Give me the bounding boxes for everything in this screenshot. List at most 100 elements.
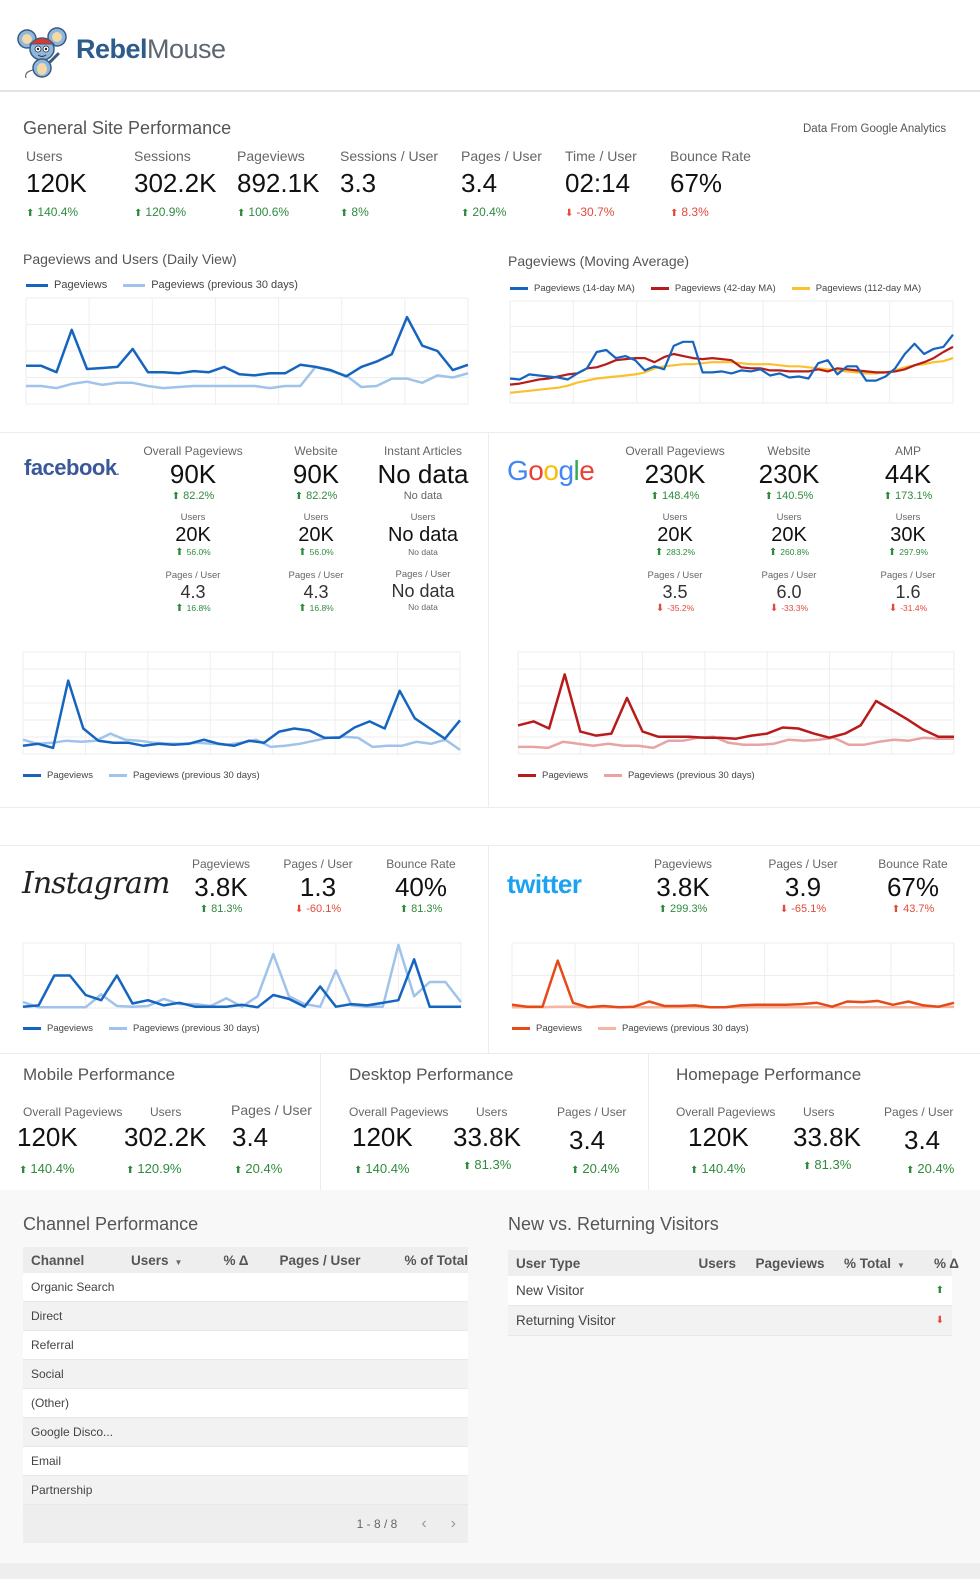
kpi-value: 3.3 xyxy=(340,168,377,198)
divider xyxy=(488,432,489,807)
pages-per-user-label: Pages / User xyxy=(647,570,703,581)
channel-name: Direct xyxy=(31,1309,63,1323)
legend-swatch xyxy=(650,287,669,290)
table-row[interactable]: Google Disco... xyxy=(23,1418,468,1447)
arrow-down-icon: ⬇ xyxy=(294,904,304,915)
series-line-pageviews[interactable] xyxy=(511,959,955,1009)
metric-label: AMP xyxy=(894,444,921,458)
kpi-value: 302.2K xyxy=(134,168,217,198)
header: RebelMouse xyxy=(0,0,980,92)
delta-badge: ⬆ 140.4% xyxy=(19,1161,75,1176)
table-header: User Type Users Pageviews % Total ▼ % Δ xyxy=(508,1250,959,1276)
table-row[interactable]: Partnership xyxy=(23,1476,468,1505)
delta-badge: ⬆ 56.0% xyxy=(298,547,334,558)
google-column: AMP 44K ⬆ 173.1% Users 30K ⬆ 297.9% Pages / User… xyxy=(848,444,968,614)
column-header[interactable]: % Total ▼ xyxy=(844,1255,905,1271)
legend-item-14day: Pageviews (14-day MA) xyxy=(510,283,635,294)
column-header[interactable]: Users xyxy=(698,1255,736,1271)
series-line-pageviews-previous-30-days[interactable] xyxy=(22,732,461,751)
table-row[interactable]: Social xyxy=(23,1360,468,1389)
series-line-pageviews[interactable] xyxy=(22,679,461,750)
next-page-button[interactable]: › xyxy=(450,1515,456,1532)
delta-badge: ⬇ -60.1% xyxy=(294,903,342,915)
series-line-pageviews[interactable] xyxy=(26,315,469,378)
kpi-label: Overall Pageviews xyxy=(676,1105,776,1119)
divider xyxy=(0,432,980,433)
table-row[interactable]: Organic Search xyxy=(23,1273,468,1302)
instagram-pageviews-chart[interactable] xyxy=(22,942,462,1009)
prev-page-button[interactable]: ‹ xyxy=(421,1515,427,1532)
series-line-pageviews[interactable] xyxy=(22,958,461,1009)
daily-chart-title: Pageviews and Users (Daily View) xyxy=(23,251,237,267)
arrow-up-icon: ⬆ xyxy=(670,208,679,219)
table-row[interactable]: New Visitor ⬆ xyxy=(508,1276,952,1306)
series-line-pageviews-previous-30-days[interactable] xyxy=(22,943,462,1009)
legend-swatch xyxy=(108,774,127,777)
legend-item-pageviews: Pageviews xyxy=(512,1023,582,1034)
delta-badge: ⬆ 82.2% xyxy=(294,490,338,502)
metric-label: Bounce Rate xyxy=(386,857,456,871)
column-header[interactable]: Channel xyxy=(31,1252,85,1268)
series-line-pageviews-42-day-ma[interactable] xyxy=(509,345,954,386)
facebook-column: Website 90K ⬆ 82.2% Users 20K ⬆ 56.0% Pages / Us… xyxy=(256,444,376,614)
channel-performance-title: Channel Performance xyxy=(23,1214,199,1234)
arrow-up-icon: ⬆ xyxy=(19,1165,28,1176)
instagram-kpi: Pageviews 3.8K ⬆ 81.3% xyxy=(161,857,281,915)
legend-swatch xyxy=(23,1027,41,1030)
column-header[interactable]: % Δ xyxy=(223,1252,249,1268)
instagram-chart-legend: Pageviews Pageviews (previous 30 days) xyxy=(23,1023,276,1034)
legend-item-pageviews-prev: Pageviews (previous 30 days) xyxy=(108,1023,260,1034)
kpi-sessions-user: Sessions / User 3.3 ⬆ 8% xyxy=(340,148,438,219)
table-row[interactable]: Referral xyxy=(23,1331,468,1360)
twitter-chart-legend: Pageviews Pageviews (previous 30 days) xyxy=(512,1023,765,1034)
arrow-up-icon: ⬆ xyxy=(26,208,35,219)
column-header[interactable]: Users ▼ xyxy=(131,1252,183,1268)
kpi-label: Pageviews xyxy=(237,148,305,164)
legend-item-pageviews-prev: Pageviews (previous 30 days) xyxy=(597,1023,749,1034)
divider xyxy=(320,1053,321,1190)
series-line-pageviews[interactable] xyxy=(517,673,954,740)
delta-badge: ⬆ 20.4% xyxy=(234,1161,283,1176)
kpi-label: Users xyxy=(150,1105,182,1119)
divider xyxy=(488,845,489,1053)
column-header[interactable]: User Type xyxy=(516,1255,581,1271)
legend-swatch xyxy=(108,1027,127,1030)
metric-label: Website xyxy=(294,444,338,458)
arrow-up-icon: ⬆ xyxy=(803,1161,812,1172)
arrow-up-icon: ⬆ xyxy=(199,904,209,915)
delta-badge: ⬆ 16.8% xyxy=(298,603,334,614)
daily-pageviews-chart[interactable] xyxy=(25,297,469,405)
series-line-pageviews-previous-30-days[interactable] xyxy=(26,365,469,390)
metric-value: 67% xyxy=(886,872,940,902)
channel-name: Organic Search xyxy=(31,1280,115,1294)
table-row[interactable]: Returning Visitor ⬇ xyxy=(508,1306,952,1336)
delta-badge: ⬇ -33.3% xyxy=(769,603,809,614)
table-row[interactable]: Email xyxy=(23,1447,468,1476)
column-header[interactable]: Pages / User xyxy=(279,1252,361,1268)
sort-desc-icon: ▼ xyxy=(174,1257,183,1267)
kpi-value: 120K xyxy=(17,1122,78,1152)
series-line-pageviews-14-day-ma[interactable] xyxy=(509,334,954,382)
twitter-pageviews-chart[interactable] xyxy=(511,942,955,1009)
arrow-down-icon: ⬇ xyxy=(565,208,574,219)
metric-label: Website xyxy=(767,444,811,458)
column-header[interactable]: Pageviews xyxy=(755,1255,825,1271)
table-row[interactable]: (Other) xyxy=(23,1389,468,1418)
kpi-label: Pages / User xyxy=(884,1105,954,1119)
channel-name: (Other) xyxy=(31,1396,70,1410)
kpi-value: 892.1K xyxy=(237,168,320,198)
moving-average-chart[interactable] xyxy=(509,300,954,404)
facebook-pageviews-chart[interactable] xyxy=(22,651,461,755)
legend-item-42day: Pageviews (42-day MA) xyxy=(650,283,776,294)
column-header[interactable]: % Δ xyxy=(934,1255,959,1271)
legend-swatch xyxy=(23,774,41,777)
desktop-performance-title: Desktop Performance xyxy=(349,1065,514,1084)
users-label: Users xyxy=(776,512,802,523)
kpi-label: Users xyxy=(803,1105,835,1119)
metric-value: 1.3 xyxy=(299,872,337,902)
table-row[interactable]: Direct xyxy=(23,1302,468,1331)
google-pageviews-chart[interactable] xyxy=(517,651,955,755)
column-header[interactable]: % of Total xyxy=(404,1252,469,1268)
users-label: Users xyxy=(410,512,436,523)
series-line-pageviews-previous-30-days[interactable] xyxy=(518,735,954,750)
